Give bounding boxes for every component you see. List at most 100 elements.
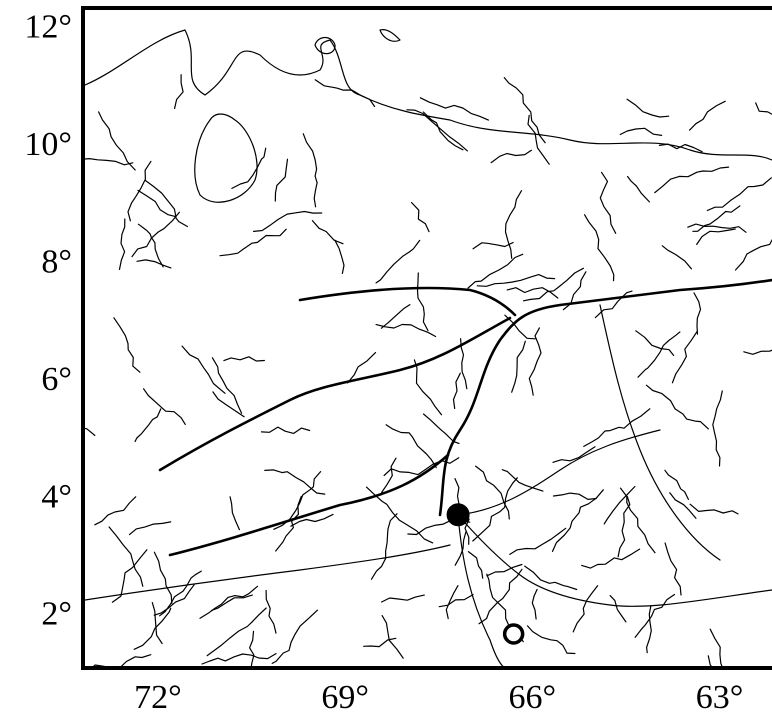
river (118, 218, 126, 270)
river (381, 615, 404, 659)
river (311, 220, 344, 245)
river (609, 595, 627, 623)
river (457, 514, 772, 607)
river (486, 563, 523, 577)
river (584, 214, 615, 282)
site-open (502, 623, 525, 645)
river (619, 127, 663, 136)
river (134, 408, 162, 443)
river (645, 384, 709, 430)
river (692, 205, 741, 232)
river (460, 338, 468, 390)
river (693, 292, 702, 335)
river (626, 98, 670, 118)
river (151, 602, 163, 645)
river (599, 171, 617, 234)
river (168, 453, 450, 557)
river (212, 391, 245, 418)
river (406, 109, 468, 152)
river (137, 223, 164, 268)
river (249, 630, 255, 666)
river (654, 166, 730, 194)
river (478, 568, 523, 625)
y-tick-label: 12° (24, 9, 72, 46)
river (438, 278, 772, 517)
river (370, 513, 398, 580)
river (475, 465, 510, 520)
river (594, 290, 633, 319)
x-tick-label: 63° (696, 679, 744, 716)
river (634, 593, 676, 638)
river (445, 585, 459, 620)
river (363, 637, 397, 648)
river (457, 429, 661, 516)
river (635, 330, 675, 356)
river (381, 457, 397, 494)
river (581, 548, 641, 569)
river (490, 149, 532, 164)
river (743, 349, 772, 355)
river (504, 190, 523, 259)
river (128, 521, 172, 536)
river (696, 228, 736, 245)
river (422, 111, 464, 151)
lake (194, 113, 258, 203)
river (347, 352, 377, 384)
river (467, 253, 524, 289)
map-frame (81, 6, 772, 670)
river (199, 585, 259, 619)
river (472, 241, 514, 250)
river (552, 492, 597, 500)
river (131, 211, 180, 258)
river (260, 426, 311, 434)
y-tick-label: 4° (41, 478, 72, 515)
river (531, 588, 538, 620)
river (375, 239, 421, 284)
river (664, 542, 682, 596)
river (452, 372, 461, 410)
river (689, 100, 726, 131)
river (365, 486, 434, 544)
river (664, 469, 689, 500)
river (472, 477, 518, 542)
river (438, 594, 474, 608)
river (501, 469, 544, 492)
river (524, 565, 578, 591)
river (527, 114, 550, 165)
river (206, 607, 267, 657)
river (219, 228, 287, 257)
x-tick-label: 69° (321, 679, 369, 716)
river (223, 356, 265, 362)
river (572, 585, 599, 633)
river (706, 177, 772, 212)
island (379, 29, 401, 42)
island (314, 36, 336, 55)
river (454, 531, 467, 566)
river (522, 267, 584, 302)
river (133, 607, 172, 650)
river (127, 160, 152, 222)
river (274, 158, 289, 202)
river (689, 503, 739, 515)
x-tick-label: 72° (134, 679, 182, 716)
coastline (85, 29, 772, 161)
y-tick-label: 6° (41, 361, 72, 398)
river (85, 158, 134, 166)
river (528, 327, 542, 396)
x-tick-label: 66° (509, 679, 557, 716)
river (108, 526, 144, 587)
river (416, 272, 429, 332)
river (98, 111, 136, 171)
river (201, 653, 277, 665)
y-tick-label: 2° (41, 596, 72, 633)
river (619, 487, 656, 554)
river (385, 424, 437, 469)
river (153, 551, 173, 604)
river (231, 147, 267, 189)
river (410, 201, 430, 233)
river (375, 323, 437, 338)
river (709, 628, 723, 666)
river (383, 457, 460, 477)
river (509, 527, 567, 555)
